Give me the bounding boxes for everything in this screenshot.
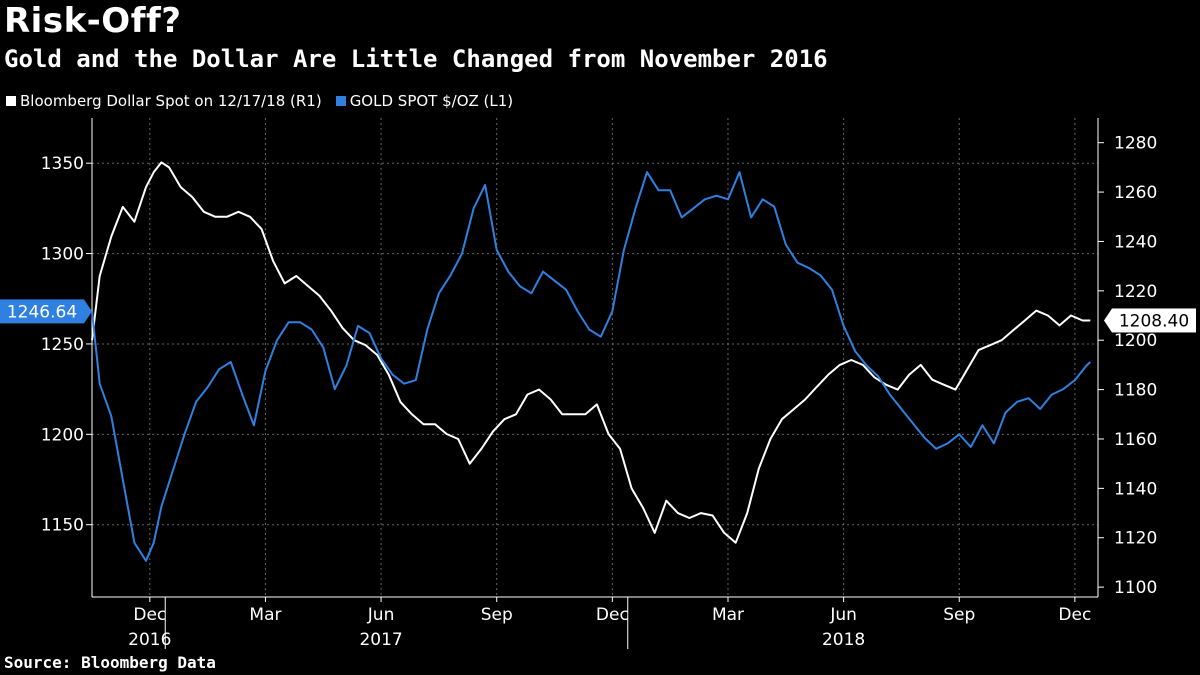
left-tick-label: 1250 [41,335,84,355]
right-tick-label: 1200 [1114,331,1157,351]
source-note: Source: Bloomberg Data [4,653,216,672]
gold-series-line [91,171,1091,562]
legend-item-dollar: Bloomberg Dollar Spot on 12/17/18 (R1) [6,90,322,112]
x-tick-label: Sep [481,605,513,625]
left-tick-label: 1200 [41,425,84,445]
dollar-last-value-pointer [1104,308,1112,333]
gold-last-value-box [0,299,84,324]
left-tick-label: 1350 [41,154,84,174]
legend-swatch-dollar [6,96,16,106]
dollar-last-value-box [1112,308,1196,333]
right-tick-label: 1220 [1114,282,1157,302]
gold-last-value-pointer [84,299,92,324]
dollar-last-value-label: 1208.40 [1119,311,1189,331]
legend-item-gold: GOLD SPOT $/OZ (L1) [335,90,514,112]
right-tick-label: 1240 [1114,232,1157,252]
x-tick-label: Sep [943,605,975,625]
x-tick-label: Jun [367,605,395,625]
left-tick-label: 1300 [41,245,84,265]
chart-legend: Bloomberg Dollar Spot on 12/17/18 (R1) G… [6,90,527,112]
right-tick-label: 1140 [1114,479,1157,499]
x-tick-label: Dec [596,605,629,625]
right-tick-label: 1260 [1114,183,1157,203]
x-tick-label: Dec [133,605,166,625]
x-tick-label: Mar [249,605,281,625]
year-label: 2018 [822,630,865,650]
chart-subtitle: Gold and the Dollar Are Little Changed f… [4,45,828,73]
chart-title: Risk-Off? [4,1,182,41]
right-tick-label: 1280 [1114,134,1157,154]
right-tick-label: 1180 [1114,381,1157,401]
year-label: 2017 [359,630,402,650]
legend-swatch-gold [335,96,346,106]
right-tick-label: 1160 [1114,430,1157,450]
gold-last-value-label: 1246.64 [7,302,77,322]
x-tick-label: Jun [829,605,857,625]
year-label: 2016 [128,630,171,650]
left-tick-label: 1150 [41,516,84,536]
legend-label-dollar: Bloomberg Dollar Spot on 12/17/18 (R1) [20,92,322,110]
dollar-series-line [91,161,1091,544]
right-tick-label: 1100 [1114,578,1157,598]
right-tick-label: 1120 [1114,529,1157,549]
x-tick-label: Mar [712,605,744,625]
legend-label-gold: GOLD SPOT $/OZ (L1) [349,92,514,110]
x-tick-label: Dec [1058,605,1091,625]
